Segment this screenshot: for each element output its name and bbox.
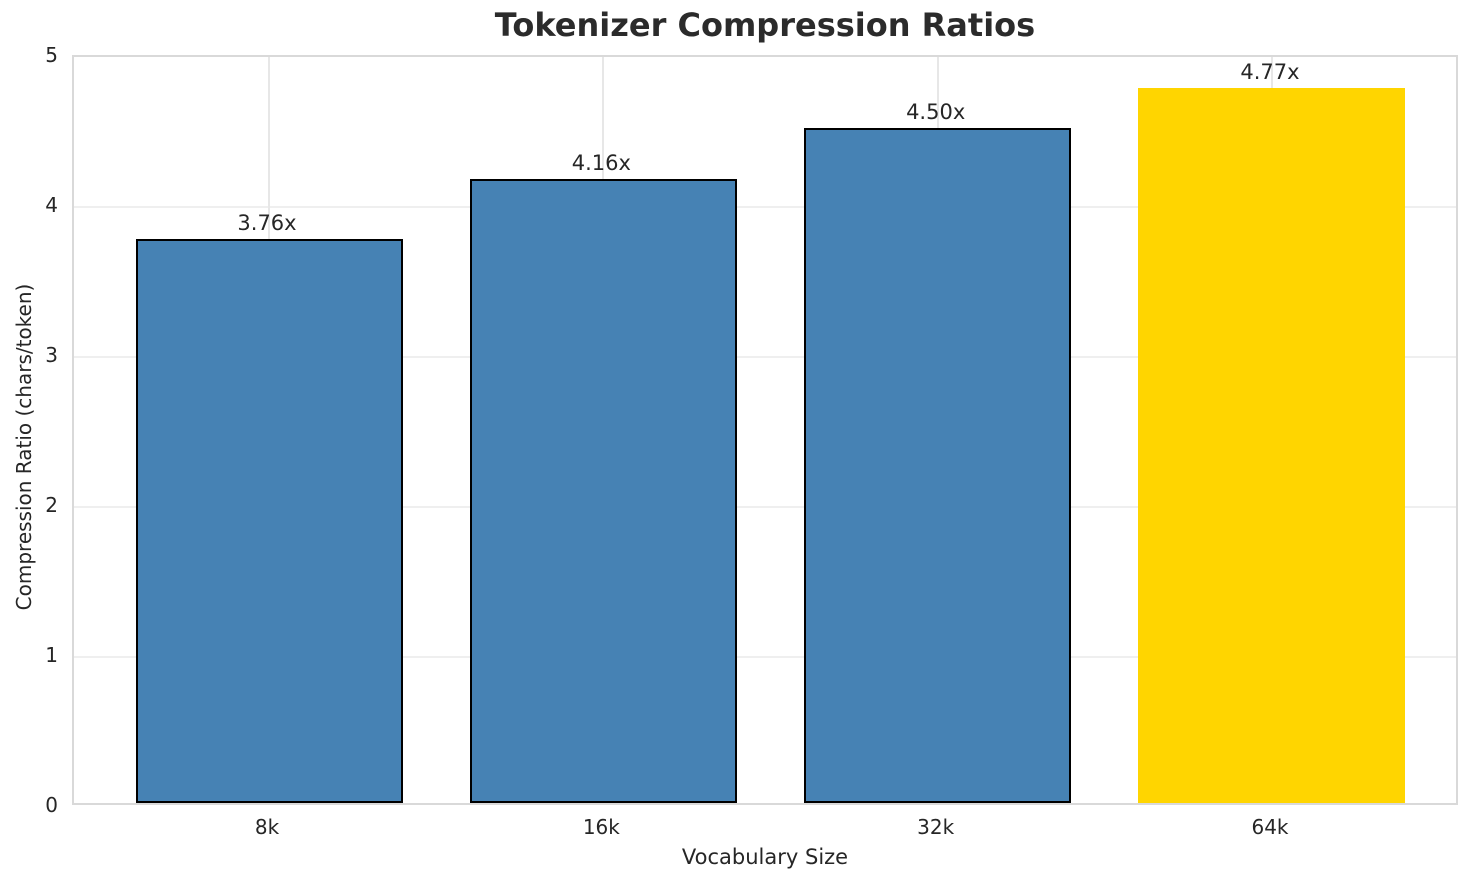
- chart-title: Tokenizer Compression Ratios: [494, 6, 1036, 44]
- x-tick-label-16k: 16k: [582, 815, 620, 839]
- bar-value-label-16k: 4.16x: [571, 151, 631, 175]
- x-tick-label-64k: 64k: [1251, 815, 1289, 839]
- y-tick-label-3: 3: [45, 343, 58, 367]
- gridline-y-2: [74, 506, 1456, 508]
- bar-8k: [135, 239, 403, 803]
- x-tick-label-32k: 32k: [917, 815, 955, 839]
- x-tick-label-8k: 8k: [254, 815, 280, 839]
- y-tick-label-1: 1: [45, 643, 58, 667]
- y-tick-label-5: 5: [45, 43, 58, 67]
- gridline-y-1: [74, 656, 1456, 658]
- y-tick-label-2: 2: [45, 493, 58, 517]
- bar-value-label-32k: 4.50x: [906, 100, 966, 124]
- bar-value-label-8k: 3.76x: [237, 211, 297, 235]
- bar-32k: [804, 128, 1072, 803]
- x-axis-label: Vocabulary Size: [681, 845, 849, 869]
- plot-area: [72, 55, 1458, 805]
- y-tick-label-4: 4: [45, 193, 58, 217]
- gridline-y-3: [74, 356, 1456, 358]
- bar-64k: [1138, 87, 1406, 803]
- bar-value-label-64k: 4.77x: [1240, 59, 1300, 84]
- y-tick-label-0: 0: [45, 793, 58, 817]
- gridline-y-4: [74, 206, 1456, 208]
- bar-16k: [469, 179, 737, 803]
- y-axis-label: Compression Ratio (chars/token): [12, 283, 36, 611]
